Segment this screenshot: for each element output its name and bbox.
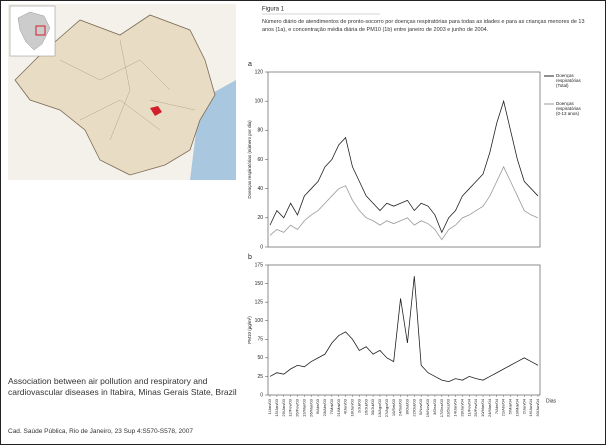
x-tick-label: 10/Set/03 bbox=[391, 398, 396, 416]
plot-area bbox=[267, 264, 541, 396]
itabira bbox=[150, 106, 162, 116]
x-tick-label: 16/Jun/04 bbox=[528, 398, 533, 416]
x-tick-label: 30/Jun/04 bbox=[535, 398, 540, 416]
x-tick-label: 7/Abr/04 bbox=[494, 398, 499, 414]
x-tick-label: 26/Mar/03 bbox=[308, 398, 313, 417]
y-tick-label: 175 bbox=[255, 262, 264, 268]
x-tick-label: 16/Jul/03 bbox=[363, 398, 368, 415]
x-tick-label: 17/Dez/03 bbox=[439, 398, 444, 417]
x-tick-label: 14/Jan/04 bbox=[453, 398, 458, 416]
y-tick-label: 125 bbox=[255, 299, 264, 305]
brazil bbox=[17, 11, 51, 51]
y-tick-label: 75 bbox=[257, 337, 263, 343]
line-series bbox=[269, 165, 539, 241]
x-tick-label: 5/Mai/04 bbox=[508, 398, 513, 414]
x-tick-label: 2/Jun/04 bbox=[521, 398, 526, 414]
y-tick-label: 100 bbox=[255, 318, 264, 324]
x-tick-label: 21/Abr/04 bbox=[501, 398, 506, 416]
x-tick-label: 23/Abr/03 bbox=[322, 398, 327, 416]
paper-title: Association between air pollution and re… bbox=[8, 376, 237, 397]
panel-label: a bbox=[248, 61, 252, 68]
x-tick-label: 12/Fev/03 bbox=[288, 398, 293, 417]
y-tick-label: 150 bbox=[255, 281, 264, 287]
y-tick-label: 25 bbox=[257, 374, 263, 380]
line-series bbox=[269, 99, 539, 234]
x-tick-label: 24/Set/03 bbox=[398, 398, 403, 416]
x-tick-label: 10/Mar/04 bbox=[480, 398, 485, 417]
x-tick-label: 30/Jul/03 bbox=[370, 398, 375, 415]
x-tick-label: 19/Nov/03 bbox=[425, 398, 430, 417]
x-tick-label: 21/Mai/03 bbox=[336, 398, 341, 416]
legend-label: Doenças respiratórias (Total) bbox=[556, 73, 582, 88]
x-tick-label: 7/Mai/03 bbox=[329, 398, 334, 414]
x-tick-label: 15/Jan/03 bbox=[274, 398, 279, 416]
x-tick-label: 12/Mar/03 bbox=[301, 398, 306, 417]
caption: Número diário de atendimentos de pronto-… bbox=[262, 19, 585, 33]
y-axis-label: Doenças respiratórias (número por dia) bbox=[247, 120, 252, 199]
y-tick-label: 50 bbox=[257, 355, 263, 361]
x-tick-label: 24/Mar/04 bbox=[487, 398, 492, 417]
inset-marker bbox=[35, 25, 46, 36]
map bbox=[8, 4, 236, 180]
y-tick-label: 120 bbox=[255, 69, 264, 75]
x-tick-label: 2/Jul/03 bbox=[356, 398, 361, 413]
x-axis-label: Dias bbox=[546, 398, 557, 404]
y-tick-label: 40 bbox=[257, 186, 263, 192]
x-tick-label: 4/Jun/03 bbox=[343, 398, 348, 414]
x-tick-label: 31/Dez/03 bbox=[446, 398, 451, 417]
state bbox=[14, 14, 216, 176]
x-tick-label: 3/Dez/03 bbox=[432, 398, 437, 415]
x-tick-label: 8/Out/03 bbox=[404, 398, 409, 414]
boundaries bbox=[59, 39, 196, 141]
y-tick-label: 0 bbox=[260, 392, 263, 398]
y-tick-label: 20 bbox=[257, 215, 263, 221]
x-tick-label: 25/Fev/04 bbox=[473, 398, 478, 417]
panel-label: b bbox=[248, 254, 252, 261]
x-tick-label: 22/Out/03 bbox=[411, 398, 416, 416]
x-tick-label: 13/Ago/03 bbox=[377, 398, 382, 417]
x-tick-label: 19/Mai/04 bbox=[514, 398, 519, 416]
x-tick-label: 27/Ago/03 bbox=[384, 398, 389, 417]
y-tick-label: 60 bbox=[257, 157, 263, 163]
x-tick-label: 29/Jan/03 bbox=[281, 398, 286, 416]
x-tick-label: 26/Fev/03 bbox=[295, 398, 300, 417]
legend-label: Doenças respiratórias (0-13 anos) bbox=[556, 101, 582, 116]
x-tick-label: 9/Abr/03 bbox=[315, 398, 320, 414]
y-tick-label: 0 bbox=[260, 244, 263, 250]
x-tick-label: 18/Jun/03 bbox=[350, 398, 355, 416]
citation: Cad. Saúde Pública, Rio de Janeiro, 23 S… bbox=[8, 428, 194, 435]
plot-area bbox=[267, 71, 541, 248]
x-tick-label: 11/Fev/04 bbox=[466, 398, 471, 416]
x-tick-label: 28/Jan/04 bbox=[459, 398, 464, 416]
y-axis-label: PM10 (µg/m³) bbox=[247, 316, 252, 344]
x-tick-label: 5/Nov/03 bbox=[418, 398, 423, 415]
x-tick-label: 1/Jan/03 bbox=[267, 398, 272, 414]
line-series bbox=[269, 276, 539, 383]
y-tick-label: 80 bbox=[257, 128, 263, 134]
figure-label: Figura 1 bbox=[262, 7, 285, 13]
y-tick-label: 100 bbox=[255, 98, 264, 104]
